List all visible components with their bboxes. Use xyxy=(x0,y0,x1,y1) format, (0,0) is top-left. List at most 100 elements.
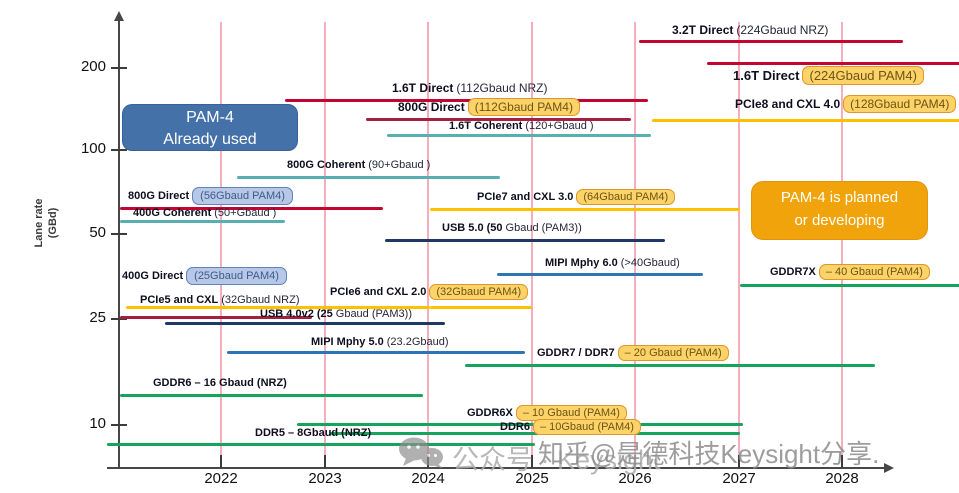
x-tick-label-2022: 2022 xyxy=(204,470,238,487)
line-gddr7x xyxy=(740,284,959,287)
label-direct-1-6t-nrz: 1.6T Direct (112Gbaud NRZ) xyxy=(392,81,548,96)
label-direct-400g-25: 400G Direct (25Gbaud PAM4) xyxy=(122,267,287,285)
label-detail-coherent-1-6t: (120+Gbaud ) xyxy=(525,120,594,132)
line-gddr6x xyxy=(297,423,743,426)
line-direct-1-6t-nrz xyxy=(285,99,648,102)
label-gddr7x: GDDR7X – 40 Gbaud (PAM4) xyxy=(770,264,930,280)
label-name-direct-1-6t-pam4: 1.6T Direct xyxy=(733,68,800,83)
pam4-planned-line1: PAM-4 is planned xyxy=(780,189,899,206)
label-detail-mipi-mphy-5-0: (23.2Gbaud) xyxy=(386,336,449,348)
label-gddr7-ddr7: GDDR7 / DDR7– 20 Gbaud (PAM4) xyxy=(537,345,729,361)
line-coherent-400g xyxy=(120,220,285,223)
label-detail-ddr6: – 10Gbaud (PAM4) xyxy=(532,419,641,435)
gridline-2026 xyxy=(634,22,636,455)
label-name-direct-3-2t: 3.2T Direct xyxy=(672,23,734,37)
pam4-already-used-callout: PAM-4 Already used xyxy=(122,104,298,151)
label-name-direct-1-6t-nrz: 1.6T Direct xyxy=(392,81,454,95)
label-direct-800g-112: 800G Direct (112Gbaud PAM4) xyxy=(398,98,580,116)
gridline-2023 xyxy=(324,22,326,455)
label-name-direct-800g-56: 800G Direct xyxy=(128,190,190,202)
x-tick-label-2025: 2025 xyxy=(515,470,549,487)
label-detail-gddr6x: – 10 Gbaud (PAM4) xyxy=(515,405,627,421)
x-tick-2023 xyxy=(324,455,326,468)
label-name-ddr5: DDR5 – 8Gbaud (NRZ) xyxy=(255,427,372,439)
label-gddr6: GDDR6 – 16 Gbaud (NRZ) xyxy=(153,377,287,391)
y-tick-label-10: 10 xyxy=(89,415,106,432)
line-mipi-mphy-5-0 xyxy=(227,351,525,354)
label-name-gddr7x: GDDR7X xyxy=(770,266,816,278)
label-ddr6: DDR6– 10Gbaud (PAM4) xyxy=(500,419,641,435)
line-ddr5 xyxy=(107,443,535,446)
y-tick-10 xyxy=(111,424,127,426)
y-axis-title-line1: Lane rate xyxy=(33,198,45,248)
label-detail-mipi-mphy-6-0: (>40Gbaud) xyxy=(620,257,680,269)
x-axis-arrow-icon xyxy=(884,463,894,473)
label-detail-direct-1-6t-pam4: (224Gbaud PAM4) xyxy=(802,66,924,85)
x-tick-2027 xyxy=(738,455,740,468)
y-axis-arrow-icon xyxy=(114,11,124,21)
line-coherent-800g xyxy=(237,176,500,179)
label-name-pcie6-cxl-2-0: PCIe6 and CXL 2.0 xyxy=(330,286,427,298)
label-direct-3-2t: 3.2T Direct (224Gbaud NRZ) xyxy=(672,23,828,38)
label-name-coherent-800g: 800G Coherent xyxy=(287,159,366,171)
label-name-usb-4-0v2: USB 4.0v2 (25 xyxy=(260,308,333,320)
label-detail-pcie6-cxl-2-0: (32Gbaud PAM4) xyxy=(429,284,529,300)
label-detail-coherent-400g: (50+Gbaud ) xyxy=(214,207,277,219)
label-name-pcie5-cxl: PCIe5 and CXL xyxy=(140,294,219,306)
label-detail-coherent-800g: (90+Gbaud ) xyxy=(368,159,431,171)
label-detail-direct-1-6t-nrz: (112Gbaud NRZ) xyxy=(456,81,548,95)
y-axis-title: Lane rate (GBd) xyxy=(32,158,61,288)
line-direct-800g-56 xyxy=(120,207,383,210)
y-tick-label-25: 25 xyxy=(89,309,106,326)
x-axis-line xyxy=(107,467,886,469)
label-direct-800g-56: 800G Direct (56Gbaud PAM4) xyxy=(128,187,293,205)
pam4-planned-callout: PAM-4 is planned or developing xyxy=(751,181,928,240)
watermark-text-right: 知乎@是德科技Keysight分享. xyxy=(538,439,880,469)
label-ddr5: DDR5 – 8Gbaud (NRZ) xyxy=(255,427,371,441)
x-tick-2025 xyxy=(531,455,533,468)
x-tick-2026 xyxy=(634,455,636,468)
label-detail-pcie7-cxl-3-0: (64Gbaud PAM4) xyxy=(576,189,676,205)
label-coherent-800g: 800G Coherent (90+Gbaud ) xyxy=(287,159,430,173)
label-detail-pcie8-cxl-4-0: (128Gbaud PAM4) xyxy=(843,95,957,113)
gridline-2024 xyxy=(427,22,429,455)
line-pcie8-cxl-4-0 xyxy=(652,119,959,122)
y-tick-25 xyxy=(111,318,127,320)
line-mipi-mphy-6-0 xyxy=(497,273,703,276)
label-detail-direct-3-2t: (224Gbaud NRZ) xyxy=(736,23,829,37)
label-mipi-mphy-6-0: MIPI Mphy 6.0 (>40Gbaud) xyxy=(545,257,680,271)
y-axis-title-line2: (GBd) xyxy=(47,207,60,239)
x-tick-label-2028: 2028 xyxy=(825,470,859,487)
label-name-ddr6: DDR6 xyxy=(500,421,530,433)
label-coherent-400g: 400G Coherent (50+Gbaud ) xyxy=(133,207,276,221)
pam4-already-used-line2: Already used xyxy=(163,131,257,149)
label-pcie8-cxl-4-0: PCIe8 and CXL 4.0 (128Gbaud PAM4) xyxy=(735,95,957,113)
x-tick-2028 xyxy=(841,455,843,468)
label-usb-4-0v2: USB 4.0v2 (25 Gbaud (PAM3)) xyxy=(260,308,412,322)
x-tick-2022 xyxy=(220,455,222,468)
label-detail-pcie5-cxl: (32Gbaud NRZ) xyxy=(221,294,300,306)
label-pcie6-cxl-2-0: PCIe6 and CXL 2.0 (32Gbaud PAM4) xyxy=(330,284,529,300)
x-tick-label-2024: 2024 xyxy=(411,470,445,487)
line-gddr6 xyxy=(120,394,423,397)
label-name-coherent-400g: 400G Coherent xyxy=(133,207,212,219)
y-tick-label-100: 100 xyxy=(80,140,106,157)
label-name-pcie7-cxl-3-0: PCIe7 and CXL 3.0 xyxy=(477,191,574,203)
line-pcie5-cxl xyxy=(126,306,430,309)
pam4-already-used-line1: PAM-4 xyxy=(186,109,234,126)
x-tick-label-2027: 2027 xyxy=(722,470,756,487)
label-name-gddr6x: GDDR6X xyxy=(467,407,513,419)
wechat-icon xyxy=(399,437,443,469)
line-direct-3-2t xyxy=(639,40,903,43)
label-detail-usb-5-0: Gbaud (PAM3)) xyxy=(505,222,582,234)
label-direct-1-6t-pam4: 1.6T Direct (224Gbaud PAM4) xyxy=(733,66,924,85)
x-tick-2024 xyxy=(427,455,429,468)
x-tick-label-2023: 2023 xyxy=(308,470,342,487)
y-tick-50 xyxy=(111,233,127,235)
line-direct-400g-25 xyxy=(120,316,312,319)
gridline-2027 xyxy=(738,22,740,455)
label-detail-direct-800g-112: (112Gbaud PAM4) xyxy=(467,98,580,116)
label-detail-direct-400g-25: (25Gbaud PAM4) xyxy=(186,267,287,285)
line-usb-4-0v2 xyxy=(165,322,445,325)
